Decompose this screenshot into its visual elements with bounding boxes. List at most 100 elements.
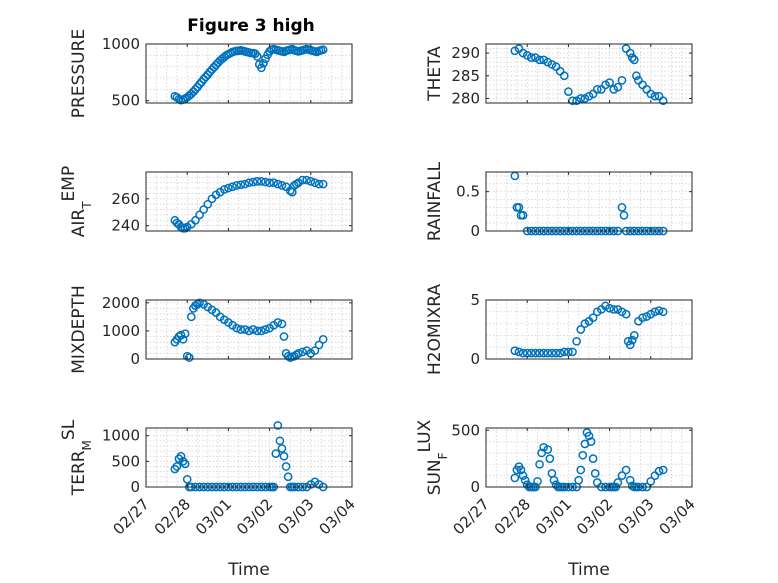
x-tick-label: 03/03	[614, 495, 657, 538]
panel-rainfall: 0 0.5 RAINFALL	[425, 161, 693, 241]
data-point	[617, 75, 627, 85]
y-axis-label: THETA	[425, 46, 445, 102]
data-point	[176, 330, 186, 340]
panel-air-temp: 240 260 AIRTEMP	[59, 166, 353, 237]
data-point	[186, 312, 196, 322]
data-point	[574, 475, 584, 485]
data-point	[257, 63, 266, 73]
data-point	[193, 299, 202, 309]
data-point	[586, 437, 596, 446]
data-point	[568, 347, 577, 357]
data-point	[547, 348, 557, 358]
data-point	[273, 318, 283, 327]
data-point	[658, 465, 668, 475]
data-point	[314, 179, 324, 189]
data-point	[257, 177, 266, 186]
data-point	[526, 348, 536, 358]
data-point	[533, 476, 542, 486]
data-point	[613, 478, 623, 487]
data-point	[306, 177, 316, 186]
y-axis-label: SUNFLUX	[415, 419, 450, 495]
axes-frame	[485, 299, 693, 360]
data-point	[310, 178, 320, 188]
y-tick-label: 5	[470, 291, 480, 309]
data-point	[572, 336, 581, 346]
data-point	[559, 347, 569, 357]
data-point	[531, 348, 540, 358]
data-point	[191, 215, 200, 225]
data-point	[252, 52, 262, 61]
data-point	[559, 71, 569, 81]
data-point	[590, 469, 600, 478]
x-tick-label: 03/02	[233, 495, 276, 538]
data-point	[182, 351, 192, 361]
data-point	[232, 181, 241, 190]
data-point	[588, 313, 598, 323]
data-point	[621, 309, 631, 319]
axes-frame	[145, 299, 353, 360]
y-tick-label: 0	[470, 478, 480, 496]
data-point	[201, 72, 211, 82]
panel-h2omixra: 0 5 H2OMIXRA	[425, 284, 693, 375]
data-point	[302, 175, 312, 185]
x-tick-label: 03/01	[192, 495, 235, 538]
x-tick-label: 03/02	[573, 495, 616, 538]
y-tick-label: 500	[111, 452, 140, 470]
data-point	[261, 325, 270, 334]
data-point	[535, 348, 544, 358]
data-point	[514, 347, 524, 357]
data-point	[240, 325, 250, 334]
data-point	[318, 45, 328, 55]
data-point	[195, 210, 204, 220]
data-point	[588, 454, 598, 463]
data-point	[578, 450, 588, 460]
y-tick-label: 0	[130, 350, 140, 368]
data-point	[551, 348, 561, 358]
data-point	[627, 53, 637, 62]
data-point	[314, 340, 324, 350]
y-tick-label: 0	[470, 350, 480, 368]
y-tick-label: 1000	[102, 35, 140, 53]
y-axis-label: TERRMSL	[59, 419, 94, 496]
data-point	[224, 183, 233, 193]
data-point	[180, 329, 190, 339]
data-point	[543, 445, 553, 454]
data-point	[298, 347, 307, 357]
axes-frame	[485, 171, 693, 232]
data-point	[514, 203, 524, 212]
data-point	[219, 185, 229, 194]
data-point	[658, 96, 668, 106]
data-point	[244, 178, 254, 188]
axes-frame	[145, 427, 353, 488]
data-point	[658, 307, 668, 317]
x-tick-label: 02/28	[491, 495, 534, 538]
data-point	[257, 326, 266, 336]
data-point	[232, 323, 241, 333]
data-point	[228, 182, 237, 192]
data-point	[629, 55, 639, 65]
data-point	[613, 82, 623, 92]
x-axis-label: Time	[567, 560, 610, 580]
data-point	[318, 179, 328, 189]
x-tick-label: 02/27	[110, 495, 153, 538]
data-point	[576, 94, 586, 103]
data-point	[605, 303, 614, 313]
y-tick-label: 240	[111, 217, 140, 235]
data-point	[650, 307, 660, 317]
y-tick-label: 290	[451, 44, 480, 62]
data-point	[625, 48, 635, 58]
data-point	[555, 348, 565, 358]
y-tick-label: 1000	[102, 322, 140, 340]
data-point	[584, 431, 594, 441]
y-tick-label: 2000	[102, 294, 140, 312]
data-point	[617, 471, 627, 481]
axes-frame	[145, 171, 353, 232]
data-point	[279, 332, 289, 341]
data-point	[294, 349, 303, 358]
x-tick-label: 03/01	[532, 495, 575, 538]
y-tick-label: 0	[130, 478, 140, 496]
data-point	[650, 91, 660, 101]
data-point	[535, 459, 544, 469]
data-point	[283, 351, 293, 361]
